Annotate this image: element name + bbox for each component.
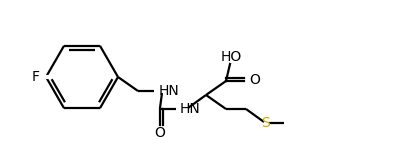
Text: O: O (155, 126, 165, 140)
Text: F: F (32, 70, 40, 84)
Text: HO: HO (220, 50, 242, 64)
Text: HN: HN (159, 84, 180, 98)
Text: HN: HN (180, 102, 201, 116)
Text: S: S (262, 116, 270, 130)
Text: O: O (249, 73, 260, 87)
